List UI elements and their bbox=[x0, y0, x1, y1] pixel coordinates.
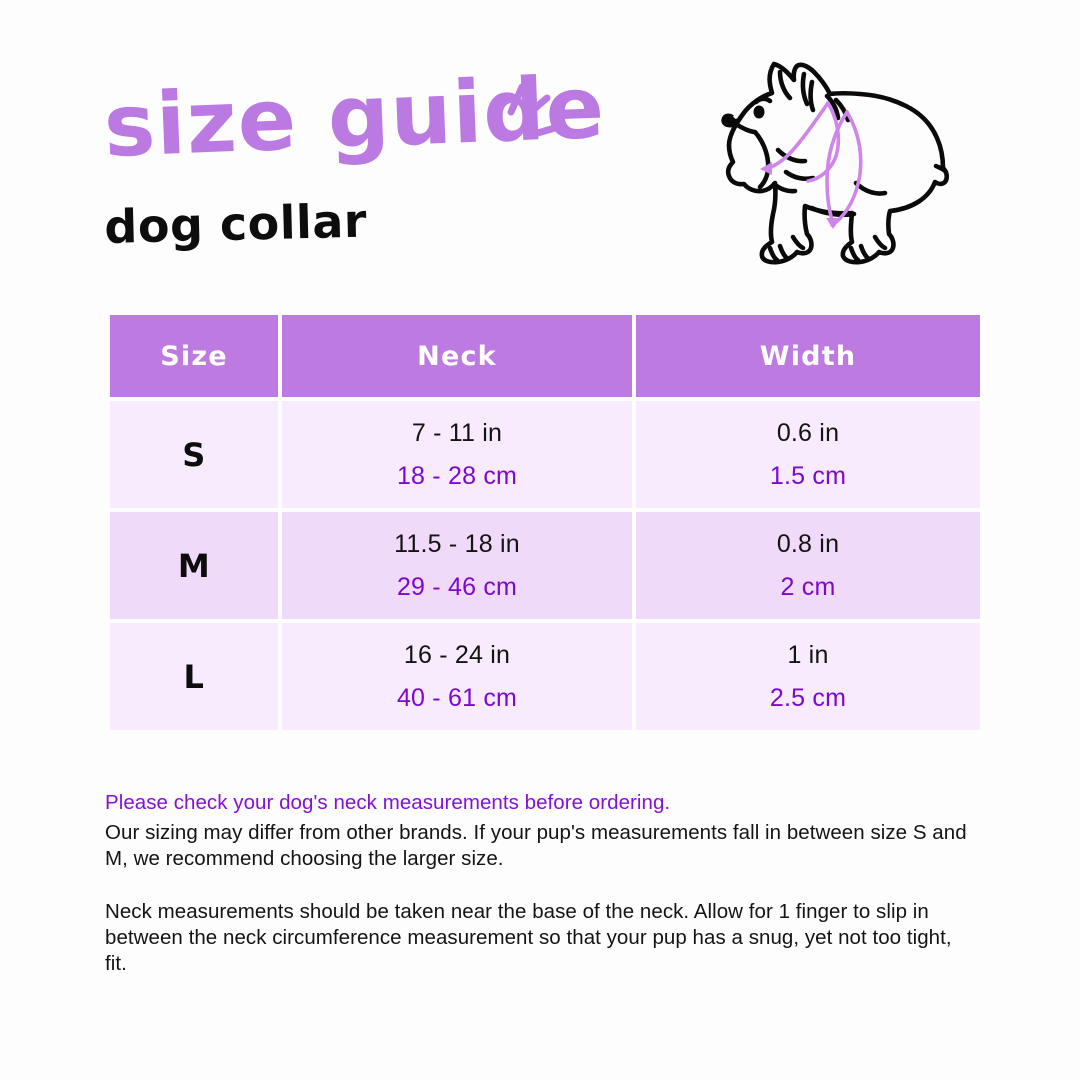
neck-inches: 7 - 11 in bbox=[411, 419, 503, 448]
cell-neck: 7 - 11 in 18 - 28 cm bbox=[282, 401, 632, 508]
size-label: L bbox=[183, 657, 205, 696]
width-inches: 0.8 in bbox=[776, 530, 840, 559]
cell-size: M bbox=[110, 512, 278, 619]
cell-size: L bbox=[110, 623, 278, 730]
cell-neck: 11.5 - 18 in 29 - 46 cm bbox=[282, 512, 632, 619]
page-subtitle: dog collar bbox=[103, 193, 368, 254]
size-label: S bbox=[182, 435, 206, 474]
size-label: M bbox=[177, 546, 211, 585]
sparkle-icon bbox=[507, 83, 562, 139]
cell-neck: 16 - 24 in 40 - 61 cm bbox=[282, 623, 632, 730]
column-header-size: Size bbox=[110, 315, 278, 397]
note-spacer bbox=[105, 873, 973, 899]
column-header-width: Width bbox=[636, 315, 980, 397]
width-cm: 1.5 cm bbox=[769, 461, 847, 490]
width-cm: 2 cm bbox=[780, 572, 836, 601]
table-row: M 11.5 - 18 in 29 - 46 cm 0.8 in 2 cm bbox=[110, 512, 980, 619]
neck-cm: 40 - 61 cm bbox=[396, 683, 518, 712]
dog-collar-size-table: Size Neck Width S 7 - 11 in 18 - 28 cm 0… bbox=[106, 311, 984, 734]
cell-width: 1 in 2.5 cm bbox=[636, 623, 980, 730]
neck-cm: 29 - 46 cm bbox=[396, 572, 518, 601]
french-bulldog-illustration bbox=[721, 61, 950, 265]
width-inches: 1 in bbox=[787, 641, 829, 670]
note-paragraph-1: Our sizing may differ from other brands.… bbox=[105, 821, 967, 871]
neck-inches: 16 - 24 in bbox=[403, 641, 511, 670]
cell-width: 0.8 in 2 cm bbox=[636, 512, 980, 619]
table-header-row: Size Neck Width bbox=[110, 315, 980, 397]
table-row: L 16 - 24 in 40 - 61 cm 1 in 2.5 cm bbox=[110, 623, 980, 730]
table-row: S 7 - 11 in 18 - 28 cm 0.6 in 1.5 cm bbox=[110, 401, 980, 508]
cell-size: S bbox=[110, 401, 278, 508]
cell-width: 0.6 in 1.5 cm bbox=[636, 401, 980, 508]
neck-cm: 18 - 28 cm bbox=[396, 461, 518, 490]
note-paragraph-2: Neck measurements should be taken near t… bbox=[105, 899, 952, 976]
width-inches: 0.6 in bbox=[776, 419, 840, 448]
note-highlight: Please check your dog's neck measurement… bbox=[105, 791, 671, 814]
column-header-neck: Neck bbox=[282, 315, 632, 397]
neck-inches: 11.5 - 18 in bbox=[394, 530, 520, 559]
notes-section: Please check your dog's neck measurement… bbox=[105, 790, 973, 977]
width-cm: 2.5 cm bbox=[769, 683, 847, 712]
